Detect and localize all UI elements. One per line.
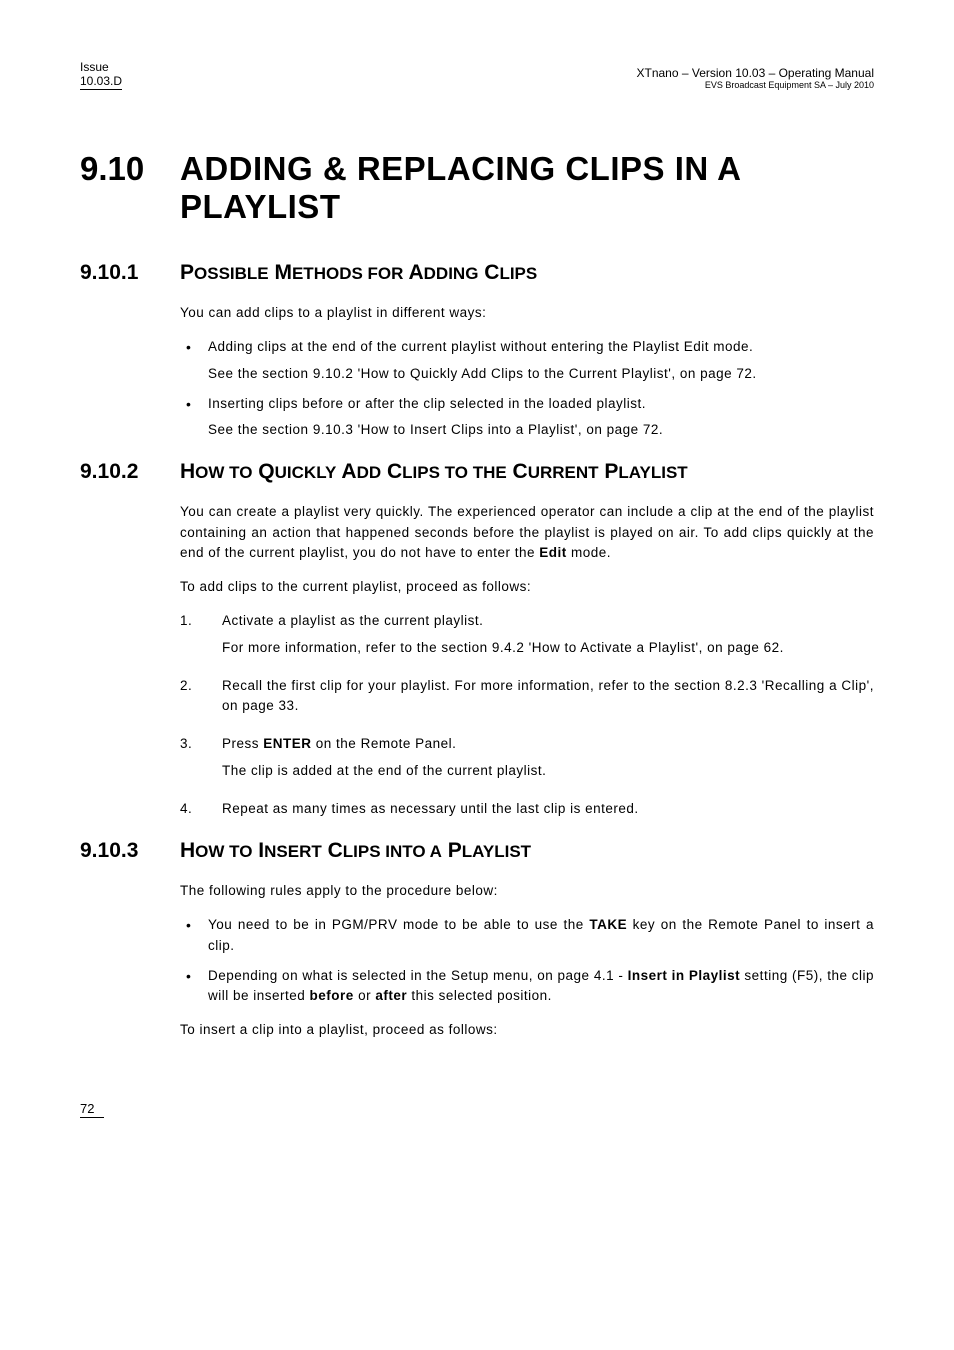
section-number: 9.10 bbox=[80, 150, 180, 188]
step-number: 4. bbox=[180, 799, 192, 819]
subsection-number: 9.10.3 bbox=[80, 839, 180, 863]
page-footer: 72 bbox=[80, 1101, 874, 1118]
step-sub: For more information, refer to the secti… bbox=[222, 638, 874, 658]
list-item: Depending on what is selected in the Set… bbox=[180, 966, 874, 1007]
issue-value: 10.03.D bbox=[80, 74, 122, 90]
list-item: 1. Activate a playlist as the current pl… bbox=[180, 611, 874, 658]
intro-text: The following rules apply to the procedu… bbox=[180, 881, 874, 901]
list-item: 4. Repeat as many times as necessary unt… bbox=[180, 799, 874, 819]
bullet-sub: See the section 9.10.3 'How to Insert Cl… bbox=[208, 420, 874, 440]
subsection-number: 9.10.1 bbox=[80, 261, 180, 285]
body-text: You can create a playlist very quickly. … bbox=[180, 502, 874, 563]
page-number: 72 bbox=[80, 1101, 104, 1118]
list-item: 2. Recall the first clip for your playli… bbox=[180, 676, 874, 717]
step-number: 2. bbox=[180, 676, 192, 696]
step-number: 3. bbox=[180, 734, 192, 754]
ordered-list: 1. Activate a playlist as the current pl… bbox=[180, 611, 874, 819]
list-item: You need to be in PGM/PRV mode to be abl… bbox=[180, 915, 874, 956]
body-text: To add clips to the current playlist, pr… bbox=[180, 577, 874, 597]
bullet-sub: See the section 9.10.2 'How to Quickly A… bbox=[208, 364, 874, 384]
bullet-list: You need to be in PGM/PRV mode to be abl… bbox=[180, 915, 874, 1006]
subsection-heading: POSSIBLE METHODS FOR ADDING CLIPS bbox=[180, 261, 537, 285]
step-main: Activate a playlist as the current playl… bbox=[222, 613, 483, 628]
page-header: Issue 10.03.D XTnano – Version 10.03 – O… bbox=[80, 60, 874, 90]
subsection-9-10-2-content: You can create a playlist very quickly. … bbox=[180, 502, 874, 819]
step-number: 1. bbox=[180, 611, 192, 631]
subsection-9-10-1: 9.10.1 POSSIBLE METHODS FOR ADDING CLIPS bbox=[80, 261, 874, 285]
subsection-9-10-2: 9.10.2 HOW TO QUICKLY ADD CLIPS TO THE C… bbox=[80, 460, 874, 484]
list-item: 3. Press ENTER on the Remote Panel. The … bbox=[180, 734, 874, 781]
list-item: Inserting clips before or after the clip… bbox=[180, 394, 874, 441]
intro-text: You can add clips to a playlist in diffe… bbox=[180, 303, 874, 323]
subsection-heading: HOW TO INSERT CLIPS INTO A PLAYLIST bbox=[180, 839, 531, 863]
outro-text: To insert a clip into a playlist, procee… bbox=[180, 1020, 874, 1040]
step-main: Recall the first clip for your playlist.… bbox=[222, 678, 874, 713]
subsection-9-10-3: 9.10.3 HOW TO INSERT CLIPS INTO A PLAYLI… bbox=[80, 839, 874, 863]
product-line: XTnano – Version 10.03 – Operating Manua… bbox=[637, 66, 875, 80]
section-heading: ADDING & REPLACING CLIPS IN A PLAYLIST bbox=[180, 150, 874, 226]
step-main: Repeat as many times as necessary until … bbox=[222, 801, 639, 816]
subsection-heading: HOW TO QUICKLY ADD CLIPS TO THE CURRENT … bbox=[180, 460, 688, 484]
subsection-9-10-3-content: The following rules apply to the procedu… bbox=[180, 881, 874, 1041]
subsection-9-10-1-content: You can add clips to a playlist in diffe… bbox=[180, 303, 874, 440]
header-issue-block: Issue 10.03.D bbox=[80, 60, 122, 90]
company-line: EVS Broadcast Equipment SA – July 2010 bbox=[637, 80, 875, 90]
step-sub: The clip is added at the end of the curr… bbox=[222, 761, 874, 781]
bullet-list: Adding clips at the end of the current p… bbox=[180, 337, 874, 440]
step-main: Press ENTER on the Remote Panel. bbox=[222, 736, 456, 751]
bullet-main: Inserting clips before or after the clip… bbox=[208, 396, 646, 411]
subsection-number: 9.10.2 bbox=[80, 460, 180, 484]
header-product-block: XTnano – Version 10.03 – Operating Manua… bbox=[637, 66, 875, 90]
bullet-main: Adding clips at the end of the current p… bbox=[208, 339, 753, 354]
section-title: 9.10 ADDING & REPLACING CLIPS IN A PLAYL… bbox=[80, 150, 874, 226]
issue-label: Issue bbox=[80, 60, 122, 74]
list-item: Adding clips at the end of the current p… bbox=[180, 337, 874, 384]
